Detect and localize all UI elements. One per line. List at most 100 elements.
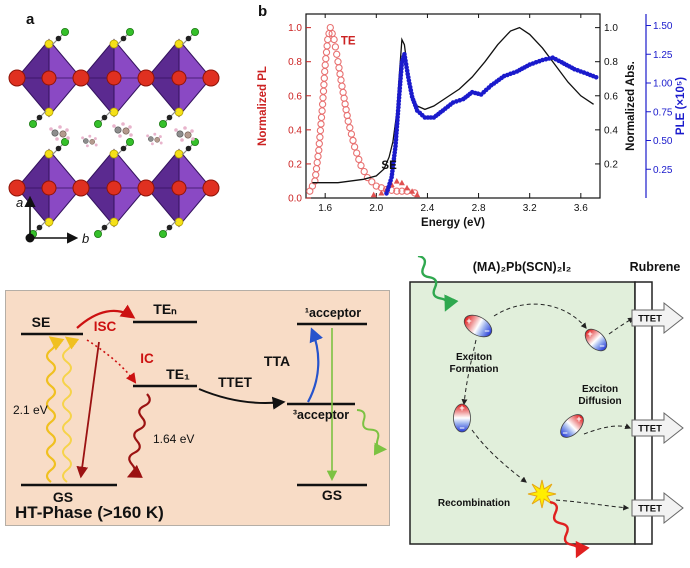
abs-tick-label: 0.2	[604, 159, 618, 170]
energy-level-diagram: SE ISC TEₙ IC TE₁ TTET TTA ¹acceptor ³ac…	[5, 290, 390, 526]
pl-axis-title: Normalized PL	[257, 66, 269, 146]
panel-b-label: b	[258, 3, 267, 20]
recombination-starburst	[527, 479, 557, 509]
ma-cations	[48, 121, 196, 148]
x-tick-label: 3.2	[523, 203, 537, 214]
exciton	[453, 403, 471, 433]
phase-label: HT-Phase (>160 K)	[15, 503, 164, 522]
x-axis-title: Energy (eV)	[421, 217, 485, 229]
spectra-chart-panel: b 1.6 2.0 2.4 2.8 3.2 3.6 0.0 0.2 0.4 0.6 0.8 1.0 0.…	[257, 3, 687, 229]
pl-tick-label: 0.0	[288, 194, 302, 205]
perovskite-region	[409, 281, 636, 545]
x-tick-label: 2.4	[420, 203, 434, 214]
emission-photon-wavy-arrow	[549, 500, 590, 559]
ple-tick-label: 1.00	[653, 79, 673, 90]
exciton	[560, 414, 584, 438]
abs-tick-label: 0.6	[604, 91, 618, 102]
material-title: (MA)₂Pb(SCN)₂I₂	[473, 260, 572, 274]
formation-label-line2: Formation	[450, 364, 499, 375]
pl-tick-label: 0.4	[288, 125, 302, 136]
tta-label: TTA	[264, 353, 290, 369]
charge-plus: +	[459, 403, 464, 413]
gs-right-label: GS	[322, 487, 342, 503]
recombination-label: Recombination	[438, 498, 510, 509]
abs-tick-label: 0.4	[604, 125, 618, 136]
schematic-labels: Exciton Formation Exciton Diffusion Reco…	[438, 352, 622, 509]
nonradiative-arrow	[76, 341, 100, 479]
ttet-arrow-label: TTET	[638, 504, 662, 515]
se-label: SE	[32, 314, 51, 330]
charge-minus: −	[459, 423, 464, 433]
x-tick-label: 3.6	[574, 203, 588, 214]
excitation-photon-wavy-arrow	[417, 256, 459, 312]
charge-plus: +	[466, 316, 471, 326]
ttet-arrow-label: TTET	[638, 314, 662, 325]
series-2	[312, 26, 594, 184]
exciton	[584, 328, 608, 352]
energy-diagram-background	[5, 290, 390, 526]
x-tick-label: 1.6	[318, 203, 332, 214]
ple-tick-label: 1.50	[653, 21, 673, 32]
ic-arrow	[86, 339, 137, 384]
ttet-arrow	[198, 388, 286, 410]
gs-left-label: GS	[53, 489, 73, 505]
diffusion-paths	[461, 303, 634, 511]
formation-label-line1: Exciton	[456, 352, 492, 363]
bridging-red-atoms	[8, 69, 220, 197]
tta-arrow	[307, 327, 323, 403]
pl-tick-label: 0.2	[288, 159, 302, 170]
ttet-arrow-label: TTET	[638, 424, 662, 435]
diffusion-label-line2: Diffusion	[578, 396, 621, 407]
energy-levels	[21, 320, 367, 487]
emission-wavy-arrow	[126, 393, 151, 478]
axis-origin-dot	[25, 233, 35, 243]
acceptor-emission-wavy-arrow	[356, 409, 388, 456]
diffusion-label-line1: Exciton	[582, 384, 618, 395]
pl-tick-label: 0.8	[288, 57, 302, 68]
ttet-block-arrow	[631, 411, 684, 445]
plot-frame	[305, 13, 601, 199]
x-tick-label: 2.0	[369, 203, 383, 214]
charge-minus: −	[562, 428, 567, 438]
ple-tick-label: 0.25	[653, 165, 673, 176]
exciton-ellipses: + − + − + − + −	[453, 314, 608, 438]
exciton	[463, 314, 493, 338]
interface-region	[634, 281, 653, 545]
crystal-axes: a b	[16, 195, 89, 246]
annotation-te: TE	[341, 36, 356, 48]
charge-minus: −	[599, 341, 604, 351]
ple-tick-label: 0.75	[653, 107, 673, 118]
pump-wavy-arrow	[45, 336, 65, 483]
ten-label: TEₙ	[153, 301, 177, 317]
charge-plus: +	[576, 414, 581, 424]
charge-plus: +	[587, 329, 592, 339]
abs-tick-label: 1.0	[604, 23, 618, 34]
isc-label: ISC	[94, 319, 117, 334]
ple-axis-title: PLE (×10⁵)	[675, 77, 687, 135]
te1-label: TE₁	[166, 366, 190, 382]
isc-arrow	[76, 304, 136, 329]
pump-energy-label: 2.1 eV	[13, 403, 48, 417]
pl-tick-label: 1.0	[288, 23, 302, 34]
triplet-acceptor-label: ³acceptor	[293, 408, 349, 422]
ttet-transfer-arrows: TTET TTET TTET	[631, 301, 684, 525]
crystal-structure-panel: a	[8, 11, 220, 246]
chart-layer: 1.6 2.0 2.4 2.8 3.2 3.6 0.0 0.2 0.4 0.6 0.8 1.0 0.2 0…	[257, 13, 687, 229]
abs-tick-label: 0.8	[604, 57, 618, 68]
ple-tick-label: 1.25	[653, 50, 673, 61]
pump-wavy-arrow	[62, 336, 80, 483]
ttet-block-arrow	[631, 491, 684, 525]
emission-energy-label: 1.64 eV	[153, 432, 194, 446]
annotation-se: SE	[381, 160, 397, 172]
ic-label: IC	[140, 351, 154, 366]
panel-a-label: a	[26, 11, 35, 28]
abs-axis-title: Normalized Abs.	[625, 61, 637, 151]
charge-minus: −	[484, 326, 489, 336]
x-tick-label: 2.8	[472, 203, 486, 214]
series-3	[384, 52, 599, 196]
exciton-schematic: (MA)₂Pb(SCN)₂I₂ Rubrene + − +	[409, 256, 684, 559]
ttet-block-arrow	[631, 301, 684, 335]
rubrene-title: Rubrene	[630, 260, 681, 274]
ple-tick-label: 0.50	[653, 136, 673, 147]
